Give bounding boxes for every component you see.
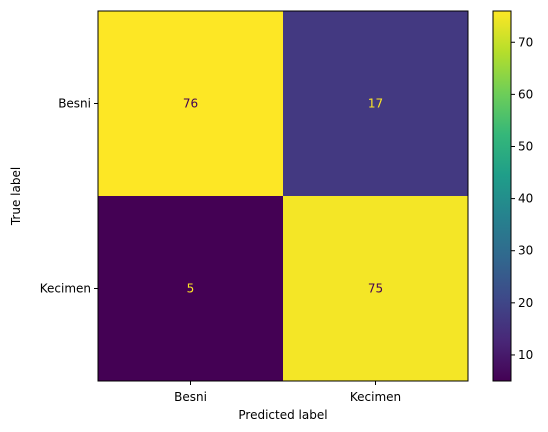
colorbar-tick-label: 30: [518, 244, 533, 258]
x-axis-label: Predicted label: [238, 408, 327, 422]
cell-annotations: 76 17 5 75: [183, 97, 383, 296]
cell-value-label: 76: [183, 97, 198, 111]
matrix-cell: [98, 196, 283, 381]
y-tick-label: Kecimen: [40, 282, 91, 296]
y-tick-label: Besni: [58, 97, 91, 111]
x-tick-label: Besni: [174, 390, 207, 404]
colorbar-tick-label: 60: [518, 87, 533, 101]
colorbar-tick-label: 40: [518, 192, 533, 206]
x-tick-label: Kecimen: [350, 390, 401, 404]
x-axis-ticks: Besni Kecimen: [174, 381, 401, 404]
matrix-cell: [283, 11, 468, 196]
y-axis-label: True label: [9, 167, 23, 226]
matrix-cells: [98, 11, 468, 381]
cell-value-label: 17: [368, 97, 383, 111]
colorbar-tick-label: 20: [518, 296, 533, 310]
y-axis-ticks: Besni Kecimen: [40, 97, 98, 296]
colorbar-ticks: 10 20 30 40 50 60 70: [511, 35, 533, 362]
matrix-cell: [283, 196, 468, 381]
cell-value-label: 5: [187, 282, 195, 296]
colorbar-tick-label: 70: [518, 35, 533, 49]
colorbar-tick-label: 10: [518, 348, 533, 362]
matrix-cell: [98, 11, 283, 196]
colorbar-tick-label: 50: [518, 139, 533, 153]
cell-value-label: 75: [368, 282, 383, 296]
plot-frame: [97, 10, 469, 382]
colorbar: [492, 10, 512, 382]
